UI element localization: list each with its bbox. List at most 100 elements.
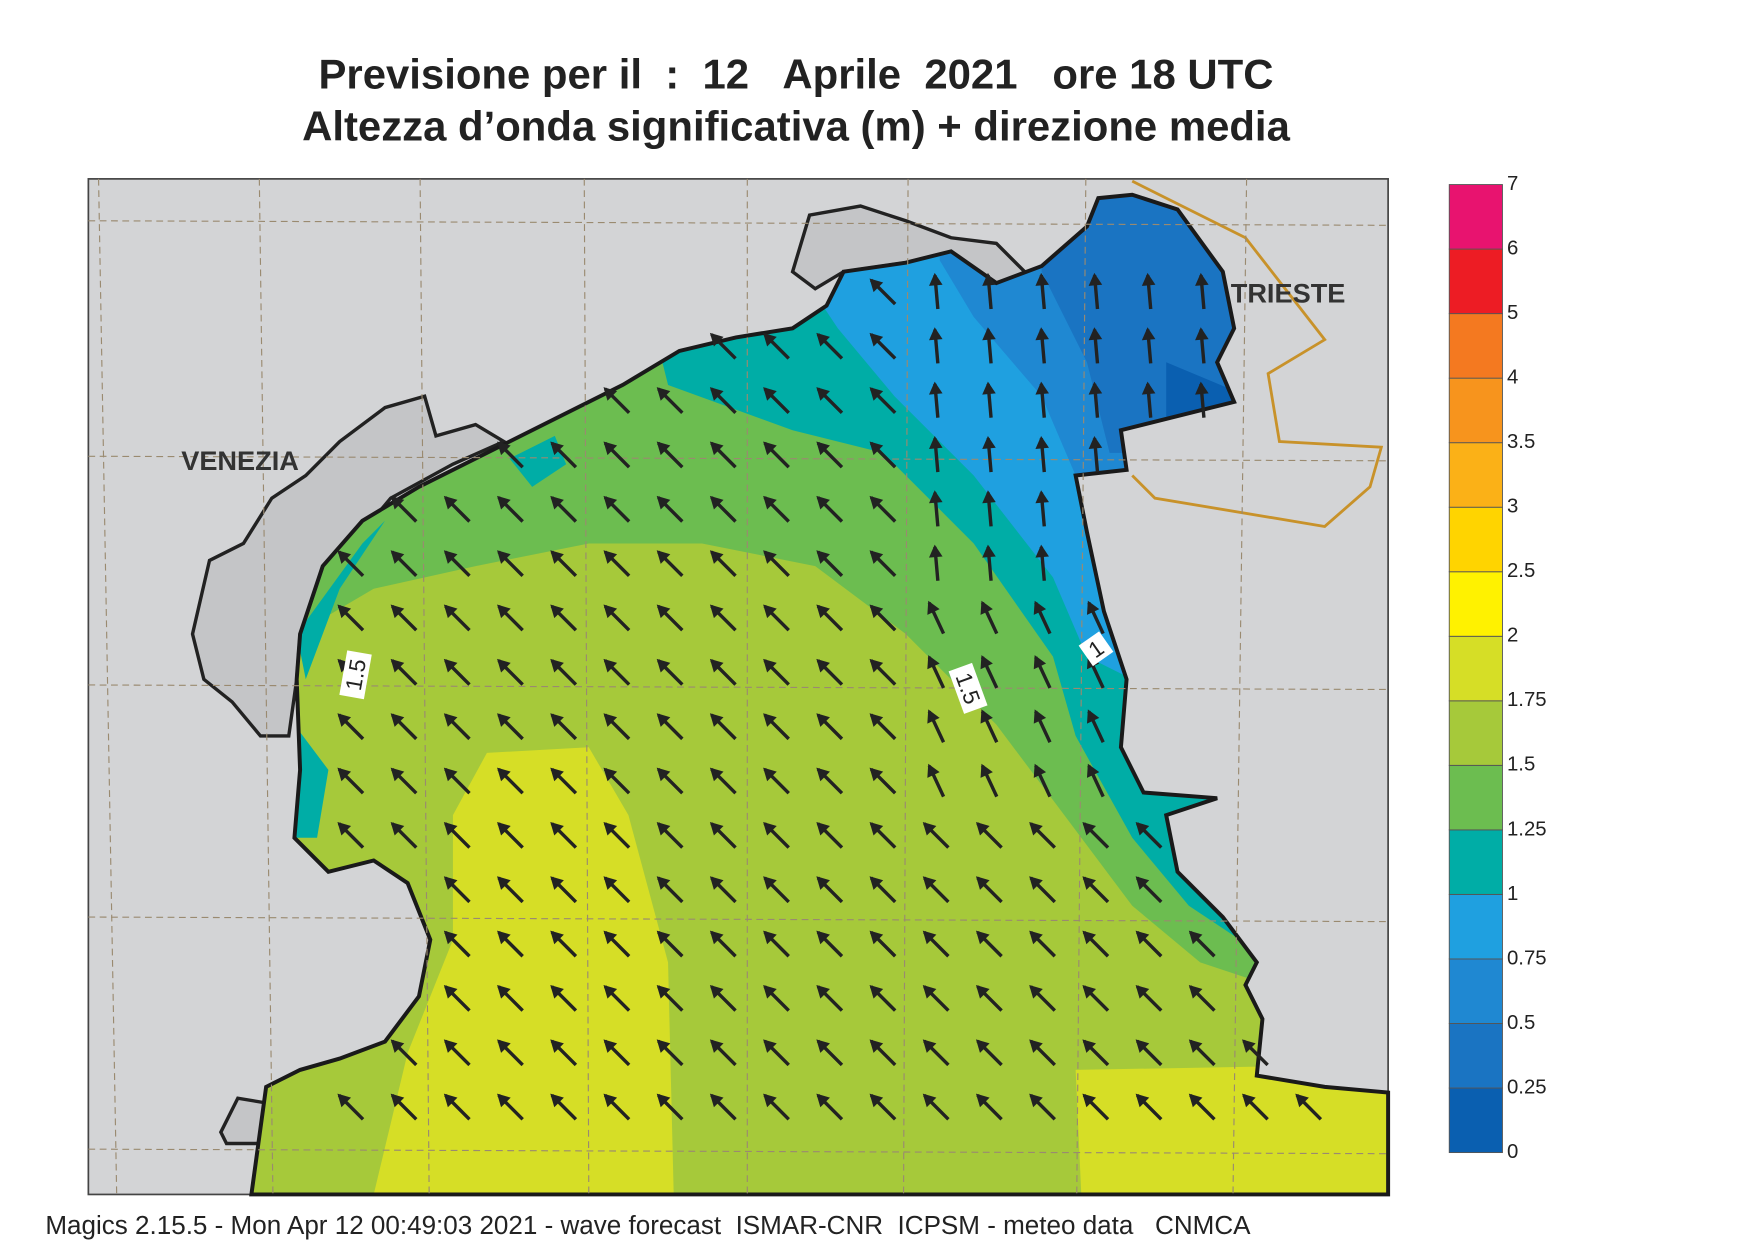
- wave-arrow: [497, 713, 524, 741]
- arrow-head: [550, 441, 564, 456]
- wave-arrow: [337, 550, 365, 578]
- wave-arrow: [1135, 1039, 1163, 1067]
- legend-label: 0.25: [1507, 1076, 1547, 1098]
- wave-arrow: [550, 441, 578, 469]
- wave-arrow: [816, 495, 844, 523]
- wave-arrow: [709, 930, 737, 958]
- wave-arrow: [337, 604, 365, 632]
- wave-arrow: [603, 767, 631, 795]
- arrow-head: [1141, 327, 1156, 341]
- arrow-head: [656, 713, 671, 727]
- wave-arrow: [816, 550, 844, 578]
- arrow-head: [603, 550, 618, 564]
- border: [1131, 179, 1384, 528]
- arrow-head: [443, 1093, 458, 1108]
- wave-arrow: [816, 387, 844, 415]
- arrow-head: [603, 495, 618, 510]
- arrow-head: [922, 984, 937, 999]
- wave-arrow: [816, 713, 844, 741]
- arrow-head: [763, 550, 777, 564]
- arrow-head: [550, 821, 564, 836]
- arrow-head: [443, 495, 458, 510]
- arrow-head: [337, 767, 352, 782]
- arrow-head: [869, 930, 884, 945]
- wave-arrow: [1135, 930, 1163, 958]
- wave-arrow: [982, 381, 996, 418]
- wave-arrow: [337, 1093, 365, 1121]
- arrow-head: [1141, 381, 1156, 395]
- wave-arrow: [975, 821, 1003, 849]
- arrow-head: [816, 550, 830, 564]
- wave-arrow: [497, 658, 524, 686]
- wave-arrow: [1086, 600, 1105, 635]
- wave-arrow: [929, 435, 943, 473]
- arrow-head: [927, 600, 940, 615]
- arrow-head: [709, 604, 724, 619]
- wave-arrow: [1029, 1039, 1057, 1067]
- legend-swatch: [1448, 700, 1503, 766]
- legend-label: 4: [1507, 367, 1518, 389]
- arrow-head: [1188, 930, 1203, 945]
- arrow-head: [763, 930, 777, 945]
- wave-arrow: [929, 272, 943, 310]
- legend-label: 0.5: [1507, 1012, 1535, 1034]
- wave-arrow: [497, 984, 524, 1012]
- wave-arrow: [982, 544, 996, 581]
- arrow-head: [763, 495, 777, 510]
- arrow-head: [816, 984, 830, 999]
- arrow-head: [550, 767, 564, 782]
- wave-arrow: [922, 930, 950, 958]
- arrow-head: [922, 821, 937, 836]
- legend-swatch: [1448, 829, 1503, 895]
- arrow-head: [497, 441, 511, 456]
- wave-arrow: [656, 658, 684, 686]
- footer: Magics 2.15.5 - Mon Apr 12 00:49:03 2021…: [45, 1210, 1251, 1240]
- wave-arrow: [709, 713, 737, 741]
- wave-arrow: [1088, 381, 1103, 418]
- wave-arrow: [656, 930, 684, 958]
- wave-arrow: [1033, 655, 1052, 689]
- wave-arrow: [763, 441, 790, 469]
- subtitle: Altezza d’onda significativa (m) + direz…: [302, 102, 1290, 149]
- wave-arrow: [1188, 930, 1216, 958]
- arrow-head: [709, 876, 724, 890]
- wave-arrow: [709, 495, 737, 523]
- arrow-head: [656, 387, 671, 401]
- wave-arrow: [869, 658, 897, 686]
- wave-arrow: [816, 821, 844, 849]
- wave-arrow: [603, 930, 631, 958]
- wave-arrow: [656, 713, 684, 741]
- arrow-head: [656, 495, 671, 510]
- wave-arrow: [869, 495, 897, 523]
- wave-arrow: [980, 763, 999, 798]
- arrow-head: [709, 550, 724, 564]
- arrow-head: [656, 550, 671, 564]
- arrow-head: [869, 713, 884, 727]
- arrow-head: [1135, 876, 1150, 890]
- wave-arrow: [603, 441, 631, 469]
- arrow-head: [709, 332, 724, 347]
- wave-arrow: [922, 1093, 950, 1121]
- arrow-head: [763, 713, 777, 727]
- wave-arrow: [443, 984, 471, 1012]
- wave-arrow: [816, 767, 844, 795]
- arrow-head: [980, 655, 993, 670]
- arrow-head: [497, 550, 511, 564]
- wave-arrow: [656, 984, 684, 1012]
- legend-swatch: [1448, 248, 1503, 315]
- arrow-head: [656, 930, 671, 945]
- arrow-head: [1082, 821, 1097, 836]
- arrow-head: [603, 876, 618, 890]
- wave-arrow: [550, 1039, 578, 1067]
- legend-label: 6: [1507, 237, 1518, 259]
- arrow-head: [1033, 763, 1047, 778]
- arrow-head: [390, 604, 405, 619]
- wave-arrow: [929, 490, 943, 527]
- arrow-head: [497, 1093, 511, 1108]
- arrow-head: [443, 821, 458, 836]
- wave-arrow: [763, 821, 790, 849]
- arrow-head: [1029, 1093, 1043, 1108]
- wave-arrow: [1082, 821, 1110, 849]
- arrow-head: [869, 278, 884, 293]
